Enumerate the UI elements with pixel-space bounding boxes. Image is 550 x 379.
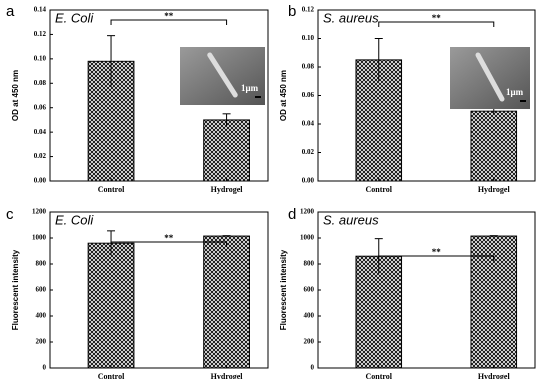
y-tick-label: 800 — [304, 260, 315, 268]
scale-bar-label: 1μm — [506, 87, 524, 97]
significance-bracket — [110, 241, 228, 247]
significance-label: ** — [432, 13, 442, 23]
y-tick-label: 1000 — [32, 234, 47, 242]
y-tick-label: 1000 — [300, 234, 315, 242]
significance-label: ** — [432, 247, 442, 257]
y-tick-label: 0.10 — [34, 54, 47, 62]
significance-bracket — [378, 255, 495, 261]
y-tick-label: 0 — [311, 364, 315, 372]
y-tick-label: 200 — [36, 338, 47, 346]
panel-label: c — [6, 206, 14, 223]
y-tick-label: 400 — [304, 312, 315, 320]
chart-title: S. aureus — [323, 212, 379, 227]
x-tick-label: Control — [98, 372, 125, 379]
scale-bar — [255, 96, 261, 98]
y-tick-label: 600 — [304, 286, 315, 294]
bar — [470, 110, 518, 182]
y-tick-label: 0.14 — [34, 6, 47, 14]
x-tick-label: Hydrogel — [478, 372, 511, 379]
chart-title: E. Coli — [55, 10, 94, 25]
x-tick-label: Control — [365, 185, 392, 194]
x-tick-label: Control — [365, 372, 392, 379]
panel-label: a — [6, 3, 15, 20]
chart-title: S. aureus — [323, 10, 379, 25]
y-tick-label: 800 — [36, 260, 47, 268]
y-tick-label: 0 — [43, 364, 47, 372]
y-tick-label: 0.00 — [34, 177, 47, 185]
y-tick-label: 600 — [36, 286, 47, 294]
x-tick-label: Hydrogel — [211, 185, 244, 194]
y-tick-label: 0.12 — [34, 30, 47, 38]
bar — [355, 255, 403, 369]
y-tick-label: 0.04 — [302, 120, 315, 128]
y-tick-label: 0.02 — [34, 152, 47, 160]
x-tick-label: Hydrogel — [478, 185, 511, 194]
panel-label: d — [288, 206, 296, 223]
bar — [203, 119, 250, 182]
y-tick-label: 0.02 — [302, 148, 315, 156]
y-tick-label: 1200 — [32, 208, 47, 216]
sem-feature — [207, 52, 238, 98]
chart-title: E. Coli — [55, 212, 94, 227]
plot-frame — [49, 9, 269, 182]
y-tick-label: 0.00 — [302, 177, 315, 185]
y-tick-label: 0.08 — [34, 79, 47, 87]
significance-bracket — [378, 21, 495, 27]
y-tick-label: 0.10 — [302, 34, 315, 42]
y-axis-label: Fluorescent intensity — [11, 249, 20, 330]
x-tick-label: Hydrogel — [211, 372, 244, 379]
y-axis-label: OD at 450 nm — [279, 70, 288, 121]
significance-label: ** — [164, 11, 174, 21]
scale-bar — [520, 100, 526, 102]
significance-label: ** — [164, 233, 174, 243]
y-tick-label: 200 — [304, 338, 315, 346]
bar — [87, 242, 135, 369]
y-axis-label: Fluorescent intensity — [279, 249, 288, 330]
sem-feature — [475, 52, 505, 102]
panel-label: b — [288, 3, 296, 20]
scale-bar-label: 1μm — [241, 83, 259, 93]
y-tick-label: 0.06 — [302, 91, 315, 99]
significance-bracket — [110, 19, 228, 25]
y-axis-label: OD at 450 nm — [11, 70, 20, 121]
y-tick-label: 0.08 — [302, 63, 315, 71]
bar — [203, 235, 250, 369]
y-tick-label: 0.12 — [302, 6, 315, 14]
y-tick-label: 0.06 — [34, 103, 47, 111]
y-tick-label: 1200 — [300, 208, 315, 216]
bar — [355, 59, 403, 182]
y-tick-label: 0.04 — [34, 128, 47, 136]
x-tick-label: Control — [98, 185, 125, 194]
y-tick-label: 400 — [36, 312, 47, 320]
